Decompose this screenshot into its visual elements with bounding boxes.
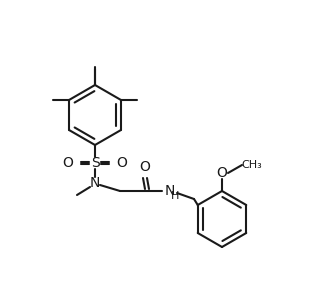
Text: N: N [90, 176, 100, 190]
Text: H: H [171, 191, 179, 201]
Text: O: O [117, 156, 127, 170]
Text: O: O [62, 156, 74, 170]
Text: CH₃: CH₃ [242, 160, 262, 170]
Text: S: S [91, 156, 99, 170]
Text: N: N [165, 184, 175, 198]
Text: O: O [139, 160, 151, 174]
Text: O: O [217, 166, 227, 180]
